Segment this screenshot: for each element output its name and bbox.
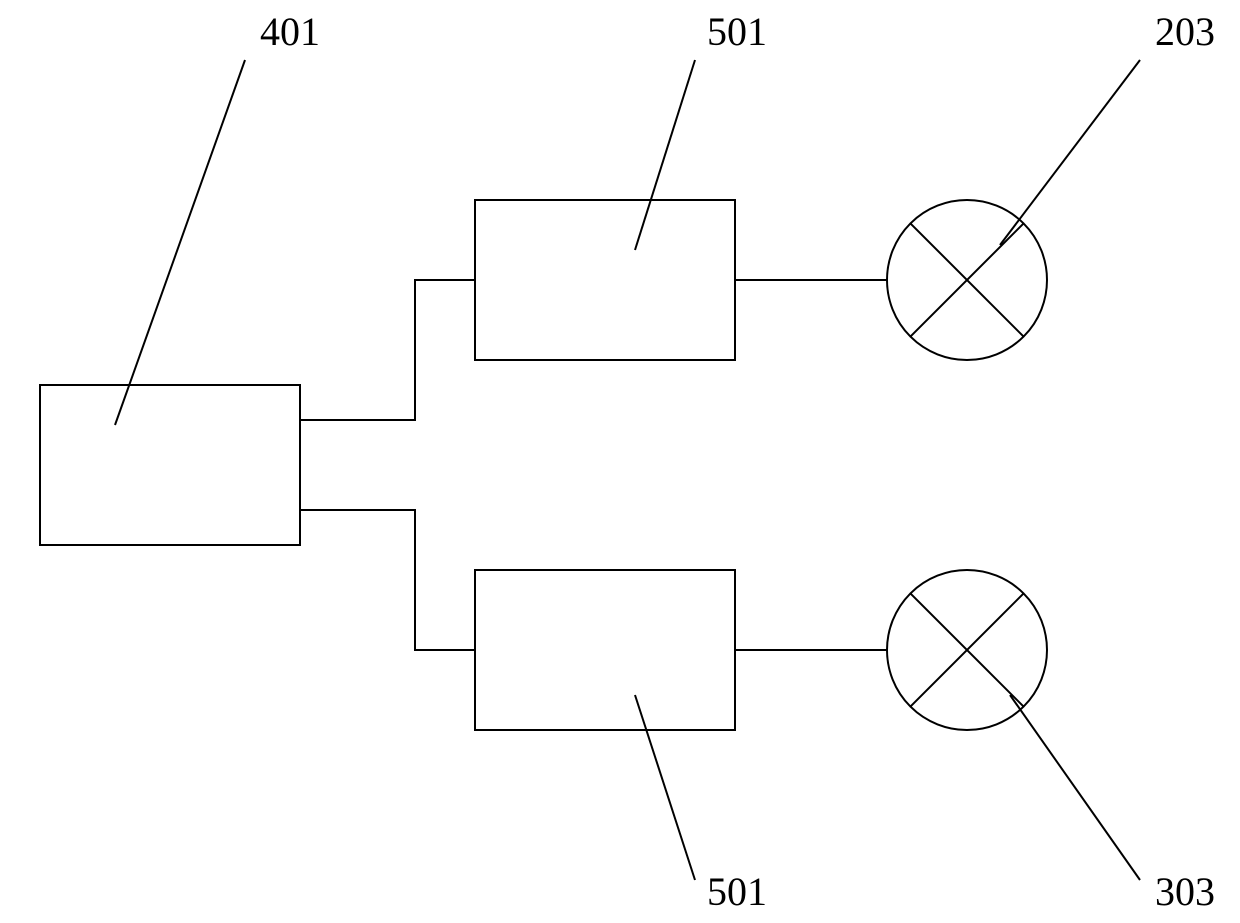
- leader-box-bottom: [635, 695, 695, 880]
- label-box-bottom: 501: [707, 869, 767, 914]
- leader-circle-top: [1000, 60, 1140, 245]
- box-bottom: [475, 570, 735, 730]
- box-top: [475, 200, 735, 360]
- leader-circle-bottom: [1010, 695, 1140, 880]
- box-left: [40, 385, 300, 545]
- circle-top: [887, 200, 1047, 360]
- conn-left-to-top: [300, 280, 475, 420]
- label-box-top: 501: [707, 9, 767, 54]
- label-circle-top: 203: [1155, 9, 1215, 54]
- diagram-canvas: 401 501 203 501 303: [0, 0, 1240, 923]
- leader-box-top: [635, 60, 695, 250]
- label-circle-bottom: 303: [1155, 869, 1215, 914]
- leader-box-left: [115, 60, 245, 425]
- conn-left-to-bottom: [300, 510, 475, 650]
- circle-bottom: [887, 570, 1047, 730]
- label-box-left: 401: [260, 9, 320, 54]
